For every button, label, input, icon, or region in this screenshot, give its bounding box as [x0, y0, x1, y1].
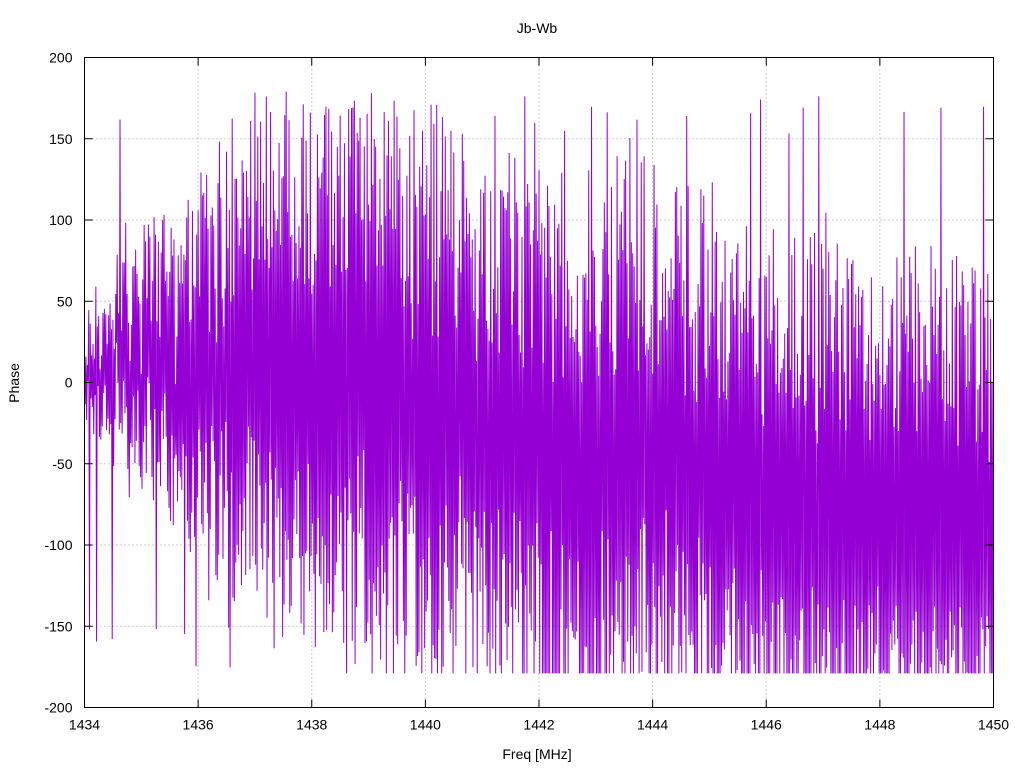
- x-tick-label: 1444: [637, 717, 668, 733]
- y-tick-label: -100: [44, 537, 72, 553]
- y-tick-label: -50: [52, 456, 72, 472]
- phase-series-line: [84, 91, 994, 674]
- chart-title: Jb-Wb: [517, 20, 558, 36]
- x-axis-title: Freq [MHz]: [502, 746, 571, 762]
- y-tick-label: 100: [49, 212, 73, 228]
- x-tick-label: 1450: [978, 717, 1009, 733]
- y-axis-title: Phase: [6, 363, 22, 403]
- y-tick-label: 200: [49, 50, 73, 66]
- series-layer: [84, 91, 994, 674]
- y-tick-label: 0: [65, 375, 73, 391]
- x-tick-label: 1436: [183, 717, 214, 733]
- x-tick-label: 1438: [296, 717, 327, 733]
- y-tick-label: -200: [44, 700, 72, 716]
- y-tick-label: 50: [57, 293, 73, 309]
- y-tick-labels: -200 -150 -100 -50 0 50 100 150 200: [44, 50, 72, 716]
- x-tick-label: 1448: [864, 717, 895, 733]
- y-tick-label: -150: [44, 618, 72, 634]
- x-tick-label: 1446: [751, 717, 782, 733]
- x-tick-label: 1434: [69, 717, 100, 733]
- x-tick-labels: 1434 1436 1438 1440 1442 1444 1446 1448 1450: [69, 717, 1009, 733]
- y-tick-label: 150: [49, 131, 73, 147]
- x-tick-label: 1440: [410, 717, 441, 733]
- tick-marks: [84, 57, 994, 708]
- x-tick-label: 1442: [523, 717, 554, 733]
